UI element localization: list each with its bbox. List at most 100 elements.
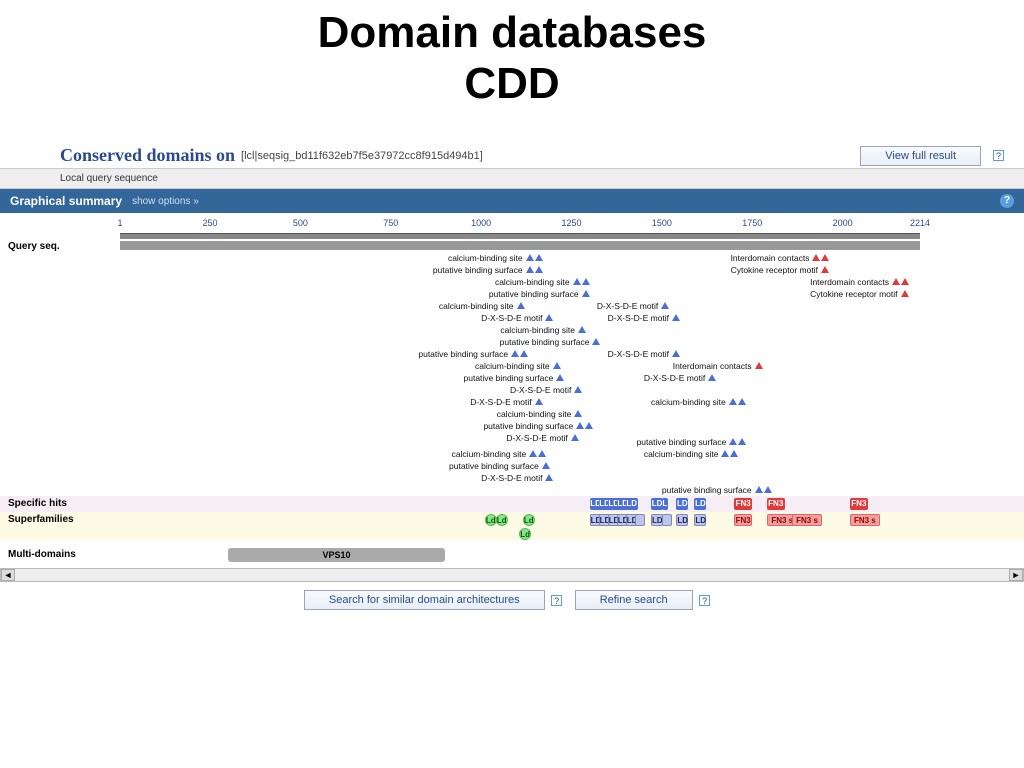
feature-annotation[interactable]: calcium-binding site [475,361,561,371]
row-label-specific: Specific hits [8,498,67,509]
scroll-left-button[interactable]: ◄ [1,569,15,581]
feature-annotation[interactable]: calcium-binding site [448,253,543,263]
feature-annotation[interactable]: D-X-S-D-E motif [510,385,582,395]
feature-annotation[interactable]: putative binding surface [483,421,593,431]
ruler: 1250500750100012501500175020002214 [120,233,920,239]
feature-annotation[interactable]: putative binding surface [433,265,543,275]
title-line-2: CDD [0,59,1024,110]
feature-annotation[interactable]: putative binding surface [464,373,565,383]
domain-chip[interactable]: FN3 [767,498,785,510]
domain-chip[interactable]: LD [694,498,706,510]
feature-annotation[interactable]: Interdomain contacts [731,253,830,263]
annotation-label: Interdomain contacts [673,361,752,371]
ruler-tick: 2214 [905,218,935,228]
feature-annotation[interactable]: D-X-S-D-E motif [597,301,669,311]
annotation-label: calcium-binding site [439,301,514,311]
domain-chip[interactable]: LD [676,498,688,510]
feature-annotation[interactable]: calcium-binding site [497,409,583,419]
feature-annotation[interactable]: putative binding surface [449,461,550,471]
horizontal-scrollbar[interactable]: ◄ ► [0,568,1024,582]
feature-annotation[interactable]: Interdomain contacts [810,277,909,287]
feature-annotation[interactable]: D-X-S-D-E motif [470,397,542,407]
annotation-marker-icon [535,266,543,273]
multidomain-bar[interactable]: VPS10 [228,548,445,562]
domain-chip[interactable] [635,514,645,526]
annotation-label: calcium-binding site [651,397,726,407]
feature-annotation[interactable]: putative binding surface [637,437,747,447]
annotation-marker-icon [582,290,590,297]
feature-annotation[interactable]: calcium-binding site [439,301,525,311]
domain-chip[interactable]: Ld [485,514,497,526]
search-help-icon[interactable]: ? [551,595,562,606]
domain-chip[interactable]: LD [694,514,706,526]
domain-chip[interactable]: L [662,498,668,510]
feature-annotation[interactable]: putative binding surface [489,289,590,299]
annotation-label: calcium-binding site [500,325,575,335]
refine-search-button[interactable]: Refine search [575,590,693,610]
annotation-marker-icon [585,422,593,429]
row-label-query: Query seq. [8,241,60,252]
feature-annotation[interactable]: calcium-binding site [651,397,746,407]
feature-annotation[interactable]: D-X-S-D-E motif [506,433,578,443]
feature-annotation[interactable]: putative binding surface [500,337,601,347]
feature-annotation[interactable]: Cytokine receptor motif [731,265,829,275]
feature-annotation[interactable]: D-X-S-D-E motif [608,313,680,323]
annotation-marker-icon [511,350,519,357]
feature-annotation[interactable]: Interdomain contacts [673,361,763,371]
ruler-tick: 1 [105,218,135,228]
annotation-marker-icon [738,438,746,445]
title-line-1: Domain databases [0,8,1024,59]
domain-chip[interactable]: FN3 s [792,514,822,526]
search-similar-button[interactable]: Search for similar domain architectures [304,590,545,610]
feature-annotation[interactable]: calcium-binding site [452,449,547,459]
annotation-marker-icon [574,410,582,417]
domain-chip[interactable]: FN3 [734,514,752,526]
bottom-buttons: Search for similar domain architectures … [0,582,1024,618]
annotation-label: putative binding surface [500,337,590,347]
domain-chip[interactable] [662,514,672,526]
annotation-label: putative binding surface [662,485,752,495]
annotation-label: Interdomain contacts [810,277,889,287]
annotation-marker-icon [729,398,737,405]
feature-annotation[interactable]: D-X-S-D-E motif [608,349,680,359]
feature-annotation[interactable]: Cytokine receptor motif [810,289,908,299]
ruler-tick: 1500 [647,218,677,228]
annotation-label: putative binding surface [433,265,523,275]
feature-annotation[interactable]: calcium-binding site [500,325,586,335]
domain-chip[interactable]: FN3 [850,498,868,510]
annotation-marker-icon [672,314,680,321]
feature-annotation[interactable]: calcium-binding site [644,449,739,459]
annotation-marker-icon [574,386,582,393]
feature-annotation[interactable]: putative binding surface [418,349,528,359]
domain-chip[interactable]: Ld [523,514,535,526]
feature-annotation[interactable]: D-X-S-D-E motif [481,313,553,323]
summary-help-icon[interactable]: ? [1000,194,1014,208]
annotation-marker-icon [578,326,586,333]
scroll-right-button[interactable]: ► [1009,569,1023,581]
domain-canvas: Query seq. 12505007501000125015001750200… [0,213,1024,568]
refine-help-icon[interactable]: ? [699,595,710,606]
annotation-label: D-X-S-D-E motif [608,313,669,323]
domain-chip[interactable]: LD [676,514,688,526]
domain-chip[interactable]: Ld [519,528,531,540]
show-options-link[interactable]: show options » [132,196,199,207]
graphical-summary-bar: Graphical summary show options » ? [0,189,1024,213]
feature-annotation[interactable]: putative binding surface [662,485,772,495]
annotation-label: calcium-binding site [448,253,523,263]
header-label: Conserved domains on [60,145,235,166]
feature-annotation[interactable]: calcium-binding site [495,277,590,287]
domain-chip[interactable]: LD [626,498,638,510]
annotation-label: D-X-S-D-E motif [644,373,705,383]
domain-chip[interactable]: FN3 s [850,514,880,526]
help-icon[interactable]: ? [993,150,1004,161]
ruler-tick: 500 [285,218,315,228]
domain-chip[interactable]: Ld [496,514,508,526]
annotation-marker-icon [755,362,763,369]
feature-annotation[interactable]: D-X-S-D-E motif [644,373,716,383]
feature-annotation[interactable]: D-X-S-D-E motif [481,473,553,483]
domain-chip[interactable]: FN3 [734,498,752,510]
annotation-label: D-X-S-D-E motif [506,433,567,443]
annotation-marker-icon [529,450,537,457]
view-full-result-button[interactable]: View full result [860,146,981,166]
annotation-marker-icon [764,486,772,493]
